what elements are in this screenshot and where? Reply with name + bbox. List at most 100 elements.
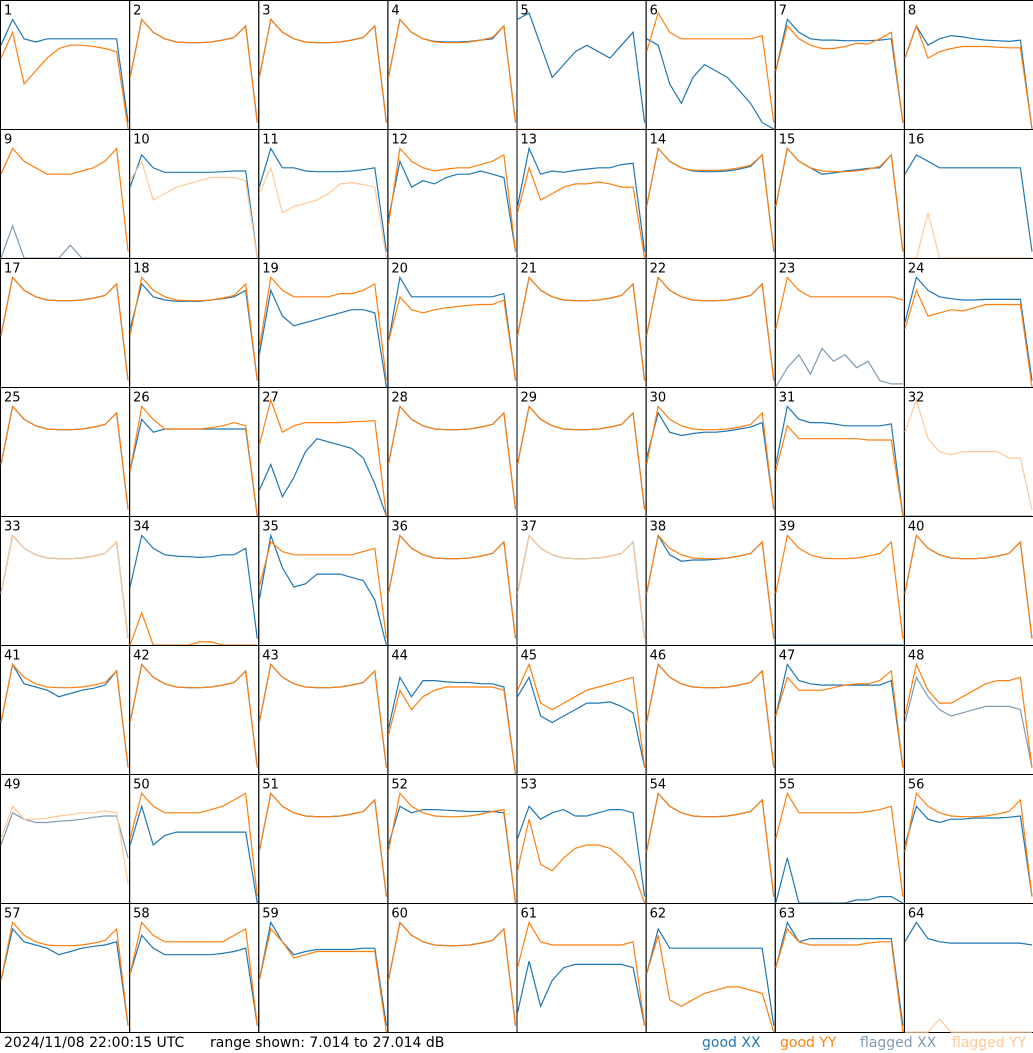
panel	[0, 774, 131, 904]
panel	[129, 129, 260, 259]
panel-label: 2	[133, 4, 141, 19]
yy-line	[129, 159, 258, 259]
panel-label: 59	[262, 907, 279, 922]
panel	[516, 387, 647, 517]
yy-line	[0, 147, 129, 252]
xx-line	[258, 146, 387, 252]
xx-line	[516, 405, 646, 510]
panel-label: 3	[262, 4, 270, 19]
panel	[774, 516, 905, 646]
xx-line	[516, 276, 646, 381]
xx-line	[904, 921, 1033, 946]
yy-line	[775, 276, 904, 330]
yy-line	[387, 686, 517, 775]
xx-line	[775, 405, 904, 517]
panel-label: 16	[908, 133, 925, 148]
panel-label: 63	[779, 907, 796, 922]
xx-line	[0, 811, 129, 859]
yy-line	[904, 398, 1033, 510]
xx-line	[904, 276, 1033, 381]
xx-line	[129, 534, 258, 639]
xx-line	[258, 18, 387, 123]
panel	[645, 645, 776, 775]
yy-line	[516, 405, 646, 510]
panel-label: 36	[391, 520, 408, 535]
panel-label: 62	[650, 907, 667, 922]
yy-line	[258, 540, 387, 639]
xx-line	[775, 662, 904, 768]
panel	[645, 387, 776, 517]
legend-entry: good YY	[780, 1035, 837, 1051]
xx-line	[129, 282, 258, 381]
yy-line	[129, 611, 258, 646]
panel-label: 54	[650, 778, 667, 793]
panel	[258, 516, 389, 646]
yy-line	[258, 792, 387, 897]
xx-line	[904, 805, 1033, 897]
panel	[903, 258, 1033, 388]
panel-label: 21	[521, 262, 538, 277]
yy-line	[0, 663, 129, 768]
xx-line	[387, 405, 517, 510]
yy-line	[904, 24, 1033, 130]
panel-label: 4	[391, 4, 399, 19]
yy-line	[129, 921, 258, 1026]
panel-label: 13	[521, 133, 538, 148]
panel-label: 38	[650, 520, 667, 535]
xx-line	[775, 347, 903, 388]
panel-label: 35	[262, 520, 279, 535]
panel-label: 5	[521, 4, 529, 19]
panel	[645, 903, 776, 1033]
panel-label: 42	[133, 649, 150, 664]
panel	[129, 0, 260, 130]
panel-label: 41	[4, 649, 21, 664]
panel	[903, 774, 1033, 904]
panel	[903, 645, 1033, 775]
panel-label: 30	[650, 391, 667, 406]
yy-line	[0, 276, 129, 381]
panel	[516, 903, 647, 1033]
panel	[129, 258, 260, 388]
panel-label: 58	[133, 907, 150, 922]
panel-label: 28	[391, 391, 408, 406]
yy-line	[387, 921, 517, 1026]
yy-line	[646, 405, 775, 510]
panel	[258, 903, 389, 1033]
yy-line	[387, 147, 517, 252]
yy-line	[646, 534, 775, 639]
yy-line	[258, 663, 387, 768]
panel	[258, 258, 389, 388]
yy-line	[646, 147, 775, 252]
panel	[0, 387, 131, 517]
panel-label: 44	[391, 649, 408, 664]
xx-line	[775, 147, 904, 252]
xx-line	[0, 276, 129, 381]
xx-line	[775, 18, 904, 123]
panel-label: 25	[4, 391, 21, 406]
panel	[387, 258, 518, 388]
panel-label: 8	[908, 4, 916, 19]
range-prefix: range shown:	[210, 1035, 305, 1051]
panel-label: 12	[391, 133, 408, 148]
yy-line	[775, 669, 904, 768]
xx-line	[904, 154, 1033, 252]
xx-line	[904, 675, 1033, 768]
yy-line	[646, 792, 775, 897]
xx-line	[387, 675, 517, 775]
panel-label: 46	[650, 649, 667, 664]
yy-line	[516, 662, 646, 768]
xx-line	[129, 804, 258, 904]
panel	[774, 645, 905, 775]
yy-line	[775, 791, 904, 897]
panel-label: 61	[521, 907, 538, 922]
panel	[516, 129, 647, 259]
xx-line	[258, 288, 387, 388]
panel	[645, 258, 776, 388]
range-unit: dB	[426, 1035, 445, 1051]
panel	[129, 516, 260, 646]
panel-label: 34	[133, 520, 150, 535]
panel-label: 29	[521, 391, 538, 406]
panel	[129, 387, 260, 517]
panel-label: 39	[779, 520, 796, 535]
